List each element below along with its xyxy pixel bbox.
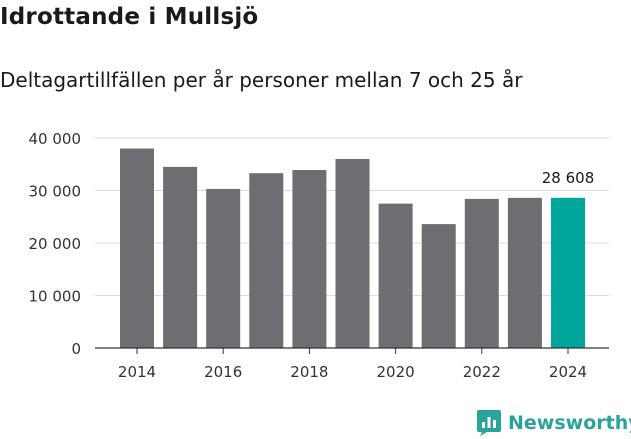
bar-2015	[163, 166, 198, 348]
x-tick-label: 2022	[463, 363, 501, 381]
chart-subtitle: Deltagartillfällen per år personer mella…	[0, 68, 523, 92]
x-tick-label: 2014	[118, 363, 156, 381]
x-tick-label: 2024	[549, 363, 587, 381]
bar-2020	[378, 203, 413, 348]
x-tick-label: 2016	[204, 363, 242, 381]
y-tick-label: 0	[71, 340, 81, 358]
x-tick-label: 2020	[377, 363, 415, 381]
bar-2017	[249, 173, 284, 348]
chart-title: Idrottande i Mullsjö	[0, 4, 259, 30]
data-label-2024: 28 608	[542, 169, 595, 187]
bar-2024	[551, 197, 585, 348]
bar-2014	[120, 148, 154, 348]
bar-2023	[507, 197, 542, 348]
y-tick-label: 40 000	[29, 130, 82, 148]
bar-2019	[335, 159, 370, 348]
bar-chart-bubble-icon	[477, 410, 501, 436]
y-tick-label: 20 000	[29, 235, 82, 253]
bar-chart: 0 10 000 20 000 30 000 40 000 2014 2016 2018 202…	[29, 130, 609, 381]
newsworthy-logo: Newsworthy	[476, 408, 631, 438]
y-tick-label: 10 000	[29, 288, 82, 306]
bar-2022	[464, 198, 499, 348]
bar-2018	[292, 170, 327, 348]
y-tick-label: 30 000	[29, 183, 82, 201]
brand-name: Newsworthy	[508, 412, 631, 434]
bar-2016	[206, 188, 241, 348]
bar-2021	[421, 224, 456, 348]
x-tick-label: 2018	[290, 363, 328, 381]
